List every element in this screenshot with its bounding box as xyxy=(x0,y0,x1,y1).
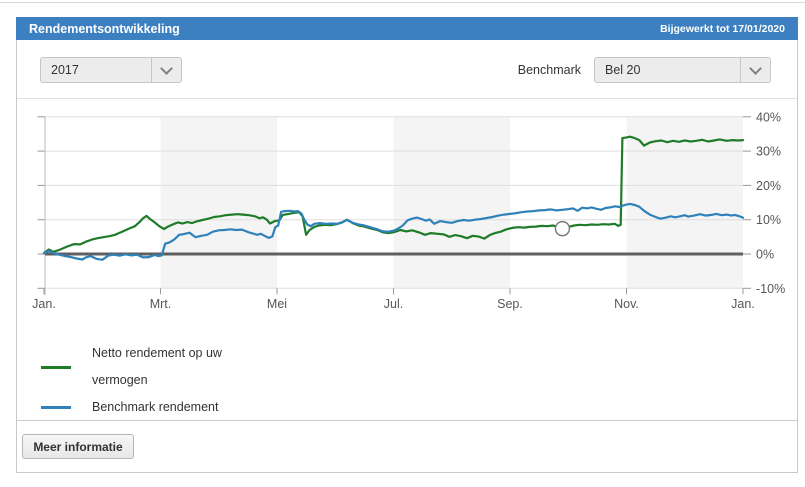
y-tick-label: 30% xyxy=(756,145,781,159)
x-tick-label: Jan. xyxy=(32,297,56,311)
benchmark-group: Benchmark Bel 20 xyxy=(518,57,771,83)
widget-header: Rendementsontwikkeling Bijgewerkt tot 17… xyxy=(16,17,798,40)
year-select-value: 2017 xyxy=(51,63,79,77)
benchmark-line-swatch xyxy=(41,406,71,409)
legend-item-net-return: Netto rendement op uw vermogen xyxy=(41,340,797,394)
legend-item-benchmark: Benchmark rendement xyxy=(41,394,797,421)
widget-title: Rendementsontwikkeling xyxy=(29,21,180,36)
more-info-button[interactable]: Meer informatie xyxy=(22,434,134,459)
plot-band xyxy=(626,116,743,289)
controls-row: 2017 Benchmark Bel 20 xyxy=(17,40,797,98)
benchmark-label: Benchmark xyxy=(517,63,581,77)
plot-band xyxy=(393,116,510,289)
benchmark-select[interactable]: Bel 20 xyxy=(594,57,771,83)
x-tick-label: Jul. xyxy=(384,297,403,311)
x-tick-label: Jan. xyxy=(731,297,755,311)
y-tick-label: 0% xyxy=(756,248,774,262)
chart-legend: Netto rendement op uw vermogen Benchmark… xyxy=(17,330,797,420)
plot-band xyxy=(160,116,277,289)
series-line xyxy=(42,202,745,261)
net-return-line-swatch xyxy=(41,365,71,369)
benchmark-select-chevron-box xyxy=(740,58,770,82)
chevron-down-icon xyxy=(749,62,762,75)
legend-label: Netto rendement op uw vermogen xyxy=(92,346,222,387)
legend-label: Benchmark rendement xyxy=(92,400,219,414)
y-tick-label: -10% xyxy=(756,282,785,296)
y-tick-label: 20% xyxy=(756,179,781,193)
x-tick-label: Nov. xyxy=(614,297,639,311)
widget-footer: Meer informatie xyxy=(17,420,797,473)
x-tick-label: Mei xyxy=(267,297,287,311)
benchmark-select-value: Bel 20 xyxy=(605,63,641,77)
last-updated-text: Bijgewerkt tot 17/01/2020 xyxy=(660,22,785,35)
x-tick-label: Mrt. xyxy=(150,297,172,311)
chart-point-marker xyxy=(554,220,571,237)
returns-line-chart: 40%30%20%10%0%-10%Jan. Mrt. Mei Jul. Sep. Nov… xyxy=(32,110,785,311)
y-tick-label: 10% xyxy=(756,213,781,227)
returns-widget: Rendementsontwikkeling Bijgewerkt tot 17… xyxy=(16,17,798,473)
y-tick-label: 40% xyxy=(756,110,781,124)
x-tick-label: Sep. xyxy=(497,297,523,311)
page-top-divider xyxy=(0,2,805,3)
chevron-down-icon xyxy=(160,62,173,75)
year-select-chevron-box xyxy=(151,58,181,82)
year-select[interactable]: 2017 xyxy=(40,57,182,83)
chart-area[interactable]: 40% 30% 20% 10% 0% -10% Jan. Mrt. Mei Jul. Sep. Nov… xyxy=(17,98,797,330)
